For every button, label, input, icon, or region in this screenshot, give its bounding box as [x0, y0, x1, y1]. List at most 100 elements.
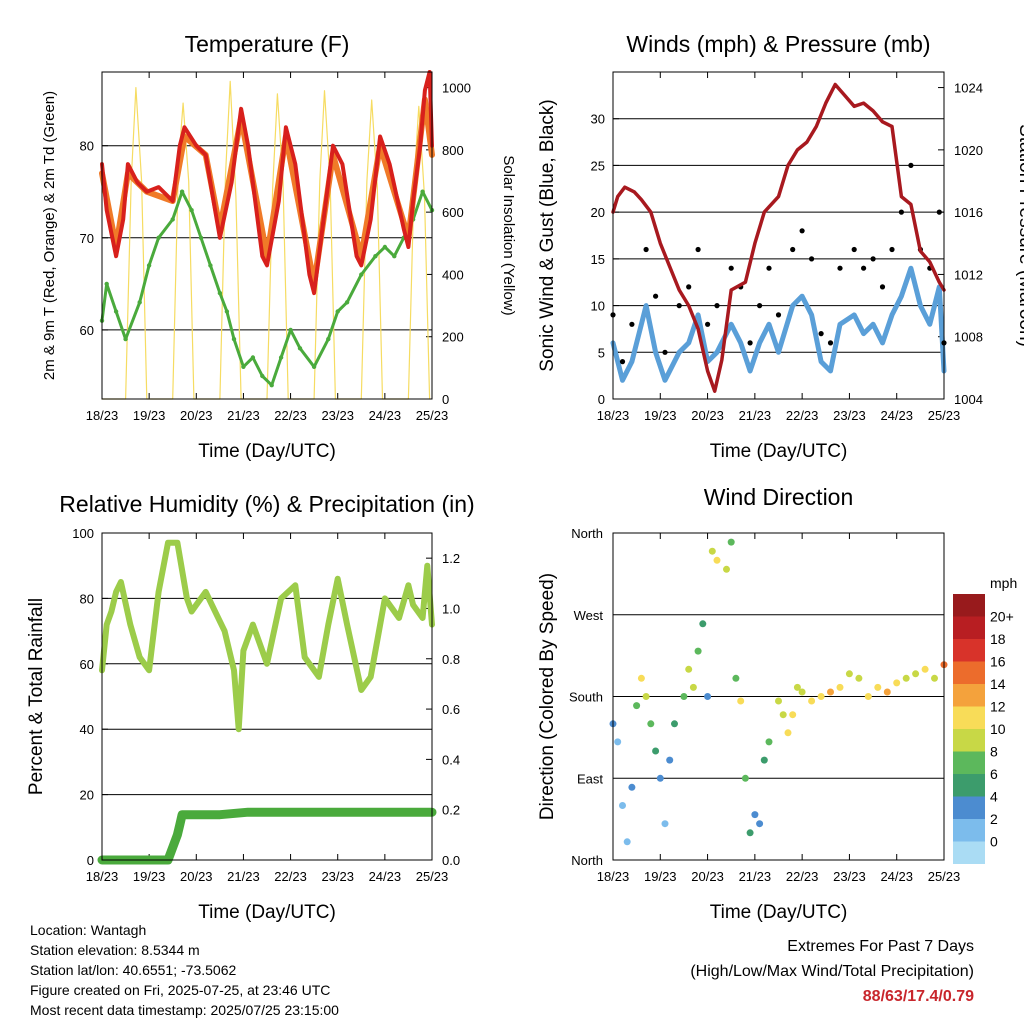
gust-point: [695, 246, 701, 253]
dewpoint-point: [217, 290, 223, 296]
direction-point: [708, 547, 716, 555]
direction-xtick-label: 24/23: [880, 869, 913, 884]
gust-point: [676, 303, 682, 309]
direction-point: [699, 620, 707, 628]
humidity-xtick-label: 25/23: [416, 869, 449, 884]
series-humidity: [99, 539, 435, 733]
speed-legend-label: 12: [990, 699, 1006, 715]
direction-point: [793, 683, 801, 691]
direction-point: [827, 688, 834, 696]
direction-xtick-label: 22/23: [786, 869, 819, 884]
humidity-y2tick-label: 0.2: [442, 803, 460, 818]
speed-legend-swatch: [953, 841, 985, 864]
speed-legend-swatch: [953, 751, 985, 774]
temperature-xtick-label: 20/23: [180, 408, 213, 423]
direction-point: [921, 665, 929, 673]
winds-ylabel-right: Station Pressure (Maroon): [1015, 124, 1024, 347]
humidity-xtick-label: 20/23: [180, 869, 213, 884]
gust-point: [705, 321, 711, 327]
speed-legend-swatch: [953, 639, 985, 662]
dewpoint-point: [382, 244, 388, 250]
series-dewpoint: [100, 190, 434, 387]
direction-xtick-label: 19/23: [644, 869, 677, 884]
speed-legend-label: 0: [990, 834, 998, 850]
direction-point: [614, 738, 622, 746]
humidity-xtick-label: 24/23: [369, 869, 402, 884]
series-sonic-wind: [610, 265, 947, 383]
dewpoint-point: [373, 254, 378, 259]
winds-ytick-label: 0: [598, 392, 605, 407]
humidity-title: Relative Humidity (%) & Precipitation (i…: [59, 491, 474, 517]
gust-point: [653, 293, 659, 299]
speed-legend-swatch: [953, 684, 985, 707]
direction-point: [647, 720, 655, 728]
extremes-subtitle: (High/Low/Max Wind/Total Precipitation): [690, 963, 974, 980]
gust-point: [714, 303, 720, 309]
humidity-xtick-label: 22/23: [274, 869, 307, 884]
winds-y2tick-label: 1024: [954, 81, 983, 96]
winds-y2tick-label: 1008: [954, 330, 983, 345]
winds-xtick-label: 20/23: [691, 408, 724, 423]
direction-point: [727, 538, 735, 546]
gust-point: [837, 265, 843, 271]
speed-legend-label: 8: [990, 744, 998, 760]
direction-point: [893, 679, 901, 687]
speed-legend-label: 16: [990, 654, 1006, 670]
direction-point: [704, 693, 712, 700]
series-temp-2m: [100, 70, 434, 296]
dewpoint-point: [156, 235, 161, 240]
temperature-ylabel-left: 2m & 9m T (Red, Orange) & 2m Td (Green): [41, 91, 58, 380]
direction-point: [732, 674, 740, 682]
station-info: Location: Wantagh Station elevation: 8.5…: [30, 920, 339, 1020]
dewpoint-point: [146, 263, 152, 268]
dewpoint-point: [297, 346, 303, 351]
temperature-xtick-label: 23/23: [321, 408, 354, 423]
direction-point: [864, 693, 872, 700]
humidity-ytick-label: 100: [72, 526, 94, 541]
direction-point: [912, 670, 920, 678]
direction-point: [817, 693, 825, 700]
humidity-y2tick-label: 0.8: [442, 652, 460, 667]
winds-xtick-label: 22/23: [786, 408, 819, 423]
speed-legend-swatch: [953, 661, 985, 684]
direction-ytick-label: North: [571, 526, 603, 541]
speed-legend-label: 4: [990, 789, 998, 805]
dewpoint-point: [231, 336, 237, 342]
temperature-title: Temperature (F): [185, 31, 350, 57]
gust-point: [790, 246, 796, 253]
dewpoint-point: [420, 189, 425, 194]
extremes-title: Extremes For Past 7 Days: [787, 938, 974, 955]
humidity-plot-border: [101, 532, 433, 861]
winds-xtick-label: 25/23: [928, 408, 961, 423]
temperature-xtick-label: 22/23: [274, 408, 307, 423]
temperature-y2tick-label: 800: [442, 143, 464, 158]
temperature-ylabel-right: Solar Insolation (Yellow): [500, 155, 517, 315]
temperature-y2tick-label: 1000: [442, 81, 471, 96]
winds-xtick-label: 18/23: [597, 408, 630, 423]
gust-point: [870, 256, 876, 262]
direction-ytick-label: West: [574, 608, 604, 623]
humidity-y2tick-label: 1.0: [442, 601, 460, 616]
direction-xtick-label: 23/23: [833, 869, 866, 884]
temperature-y2tick-label: 400: [442, 267, 464, 282]
temperature-ytick-label: 80: [80, 139, 94, 154]
direction-panel: Wind Direction Time (Day/UTC) Direction (C…: [537, 484, 1017, 923]
dewpoint-point: [326, 336, 331, 342]
station-elevation: Station elevation: 8.5344 m: [30, 942, 200, 958]
winds-ytick-label: 10: [591, 299, 605, 314]
direction-point: [741, 774, 749, 782]
dewpoint-point: [189, 208, 194, 213]
direction-point: [689, 683, 697, 691]
speed-legend-label: 6: [990, 766, 998, 782]
recent-timestamp: Most recent data timestamp: 2025/07/25 2…: [30, 1002, 339, 1018]
direction-point: [642, 693, 650, 700]
dewpoint-point: [311, 364, 317, 369]
temperature-y2tick-label: 200: [442, 330, 464, 345]
dewpoint-point: [392, 254, 397, 259]
dewpoint-point: [208, 263, 213, 268]
direction-point: [798, 688, 806, 696]
speed-legend-swatch: [953, 774, 985, 797]
speed-legend-swatch: [953, 819, 985, 842]
direction-point: [666, 756, 674, 764]
winds-y2tick-label: 1004: [954, 392, 983, 407]
